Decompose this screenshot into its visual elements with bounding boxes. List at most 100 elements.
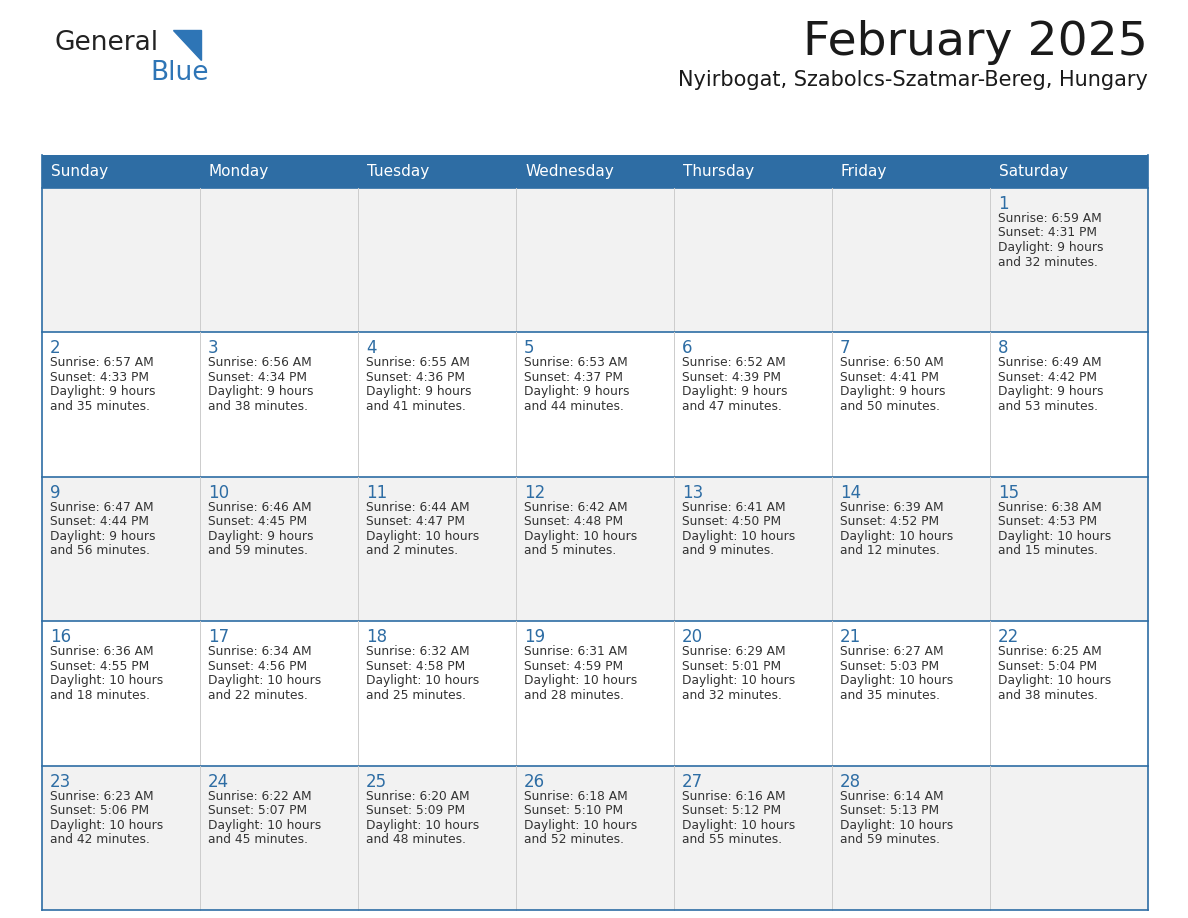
Text: Sunrise: 6:50 AM: Sunrise: 6:50 AM bbox=[840, 356, 943, 369]
Text: 17: 17 bbox=[208, 628, 229, 646]
Text: and 42 minutes.: and 42 minutes. bbox=[50, 834, 150, 846]
Text: Sunrise: 6:32 AM: Sunrise: 6:32 AM bbox=[366, 645, 469, 658]
Text: Sunset: 4:41 PM: Sunset: 4:41 PM bbox=[840, 371, 939, 384]
Text: and 38 minutes.: and 38 minutes. bbox=[998, 688, 1098, 701]
Text: Sunset: 4:33 PM: Sunset: 4:33 PM bbox=[50, 371, 148, 384]
Text: Sunrise: 6:29 AM: Sunrise: 6:29 AM bbox=[682, 645, 785, 658]
Text: Daylight: 10 hours: Daylight: 10 hours bbox=[682, 674, 795, 688]
Text: 18: 18 bbox=[366, 628, 387, 646]
Text: Sunset: 5:01 PM: Sunset: 5:01 PM bbox=[682, 660, 782, 673]
Polygon shape bbox=[173, 30, 201, 60]
Text: Sunset: 5:12 PM: Sunset: 5:12 PM bbox=[682, 804, 782, 817]
Bar bbox=[42, 155, 1148, 188]
Text: 10: 10 bbox=[208, 484, 229, 502]
Text: Sunset: 4:31 PM: Sunset: 4:31 PM bbox=[998, 227, 1097, 240]
Text: and 15 minutes.: and 15 minutes. bbox=[998, 544, 1098, 557]
Text: Tuesday: Tuesday bbox=[367, 164, 429, 179]
Text: Sunrise: 6:25 AM: Sunrise: 6:25 AM bbox=[998, 645, 1101, 658]
Text: and 5 minutes.: and 5 minutes. bbox=[524, 544, 617, 557]
Text: Daylight: 10 hours: Daylight: 10 hours bbox=[524, 674, 637, 688]
Text: 11: 11 bbox=[366, 484, 387, 502]
Text: General: General bbox=[55, 30, 159, 56]
Text: Thursday: Thursday bbox=[683, 164, 754, 179]
Text: 28: 28 bbox=[840, 773, 861, 790]
Text: Sunset: 5:10 PM: Sunset: 5:10 PM bbox=[524, 804, 624, 817]
Text: and 53 minutes.: and 53 minutes. bbox=[998, 400, 1098, 413]
Text: 8: 8 bbox=[998, 340, 1009, 357]
Text: 27: 27 bbox=[682, 773, 703, 790]
Text: Sunrise: 6:52 AM: Sunrise: 6:52 AM bbox=[682, 356, 785, 369]
Text: Daylight: 9 hours: Daylight: 9 hours bbox=[50, 386, 156, 398]
Text: Sunset: 5:06 PM: Sunset: 5:06 PM bbox=[50, 804, 150, 817]
Bar bbox=[674, 155, 832, 188]
Text: Sunset: 5:13 PM: Sunset: 5:13 PM bbox=[840, 804, 940, 817]
Text: 23: 23 bbox=[50, 773, 71, 790]
Text: Daylight: 9 hours: Daylight: 9 hours bbox=[524, 386, 630, 398]
Text: Monday: Monday bbox=[209, 164, 270, 179]
Text: Sunset: 5:03 PM: Sunset: 5:03 PM bbox=[840, 660, 940, 673]
Text: Sunset: 4:52 PM: Sunset: 4:52 PM bbox=[840, 515, 940, 528]
Text: and 55 minutes.: and 55 minutes. bbox=[682, 834, 782, 846]
Text: Daylight: 10 hours: Daylight: 10 hours bbox=[840, 674, 953, 688]
Bar bbox=[832, 155, 990, 188]
Text: Daylight: 9 hours: Daylight: 9 hours bbox=[682, 386, 788, 398]
Text: Daylight: 10 hours: Daylight: 10 hours bbox=[208, 819, 321, 832]
Text: and 28 minutes.: and 28 minutes. bbox=[524, 688, 624, 701]
Text: Daylight: 10 hours: Daylight: 10 hours bbox=[50, 674, 163, 688]
Text: and 38 minutes.: and 38 minutes. bbox=[208, 400, 308, 413]
Text: and 18 minutes.: and 18 minutes. bbox=[50, 688, 150, 701]
Text: Sunset: 4:53 PM: Sunset: 4:53 PM bbox=[998, 515, 1098, 528]
Text: 20: 20 bbox=[682, 628, 703, 646]
Text: Sunrise: 6:16 AM: Sunrise: 6:16 AM bbox=[682, 789, 785, 802]
Bar bbox=[42, 621, 1148, 766]
Text: Sunrise: 6:39 AM: Sunrise: 6:39 AM bbox=[840, 501, 943, 514]
Text: and 45 minutes.: and 45 minutes. bbox=[208, 834, 308, 846]
Text: and 32 minutes.: and 32 minutes. bbox=[998, 255, 1098, 268]
Text: Sunrise: 6:47 AM: Sunrise: 6:47 AM bbox=[50, 501, 153, 514]
Bar bbox=[358, 155, 516, 188]
Text: 21: 21 bbox=[840, 628, 861, 646]
Bar bbox=[516, 155, 674, 188]
Text: Sunset: 4:59 PM: Sunset: 4:59 PM bbox=[524, 660, 624, 673]
Text: Sunrise: 6:22 AM: Sunrise: 6:22 AM bbox=[208, 789, 311, 802]
Text: Sunset: 4:44 PM: Sunset: 4:44 PM bbox=[50, 515, 148, 528]
Text: and 50 minutes.: and 50 minutes. bbox=[840, 400, 940, 413]
Text: 16: 16 bbox=[50, 628, 71, 646]
Text: Daylight: 10 hours: Daylight: 10 hours bbox=[682, 819, 795, 832]
Text: Sunrise: 6:49 AM: Sunrise: 6:49 AM bbox=[998, 356, 1101, 369]
Text: Daylight: 9 hours: Daylight: 9 hours bbox=[998, 241, 1104, 254]
Text: Sunrise: 6:55 AM: Sunrise: 6:55 AM bbox=[366, 356, 470, 369]
Text: Sunrise: 6:42 AM: Sunrise: 6:42 AM bbox=[524, 501, 627, 514]
Text: Sunset: 4:56 PM: Sunset: 4:56 PM bbox=[208, 660, 308, 673]
Text: 4: 4 bbox=[366, 340, 377, 357]
Bar bbox=[990, 155, 1148, 188]
Text: Sunset: 4:34 PM: Sunset: 4:34 PM bbox=[208, 371, 307, 384]
Text: Daylight: 10 hours: Daylight: 10 hours bbox=[366, 819, 479, 832]
Text: 19: 19 bbox=[524, 628, 545, 646]
Text: and 2 minutes.: and 2 minutes. bbox=[366, 544, 459, 557]
Text: and 44 minutes.: and 44 minutes. bbox=[524, 400, 624, 413]
Text: Sunrise: 6:20 AM: Sunrise: 6:20 AM bbox=[366, 789, 469, 802]
Text: Sunrise: 6:27 AM: Sunrise: 6:27 AM bbox=[840, 645, 943, 658]
Text: Sunset: 4:37 PM: Sunset: 4:37 PM bbox=[524, 371, 623, 384]
Text: and 12 minutes.: and 12 minutes. bbox=[840, 544, 940, 557]
Text: Saturday: Saturday bbox=[999, 164, 1068, 179]
Text: and 59 minutes.: and 59 minutes. bbox=[208, 544, 308, 557]
Text: Sunrise: 6:46 AM: Sunrise: 6:46 AM bbox=[208, 501, 311, 514]
Bar bbox=[42, 332, 1148, 476]
Text: 9: 9 bbox=[50, 484, 61, 502]
Text: Daylight: 9 hours: Daylight: 9 hours bbox=[998, 386, 1104, 398]
Text: and 47 minutes.: and 47 minutes. bbox=[682, 400, 782, 413]
Text: Sunset: 5:09 PM: Sunset: 5:09 PM bbox=[366, 804, 466, 817]
Text: Sunset: 4:39 PM: Sunset: 4:39 PM bbox=[682, 371, 781, 384]
Text: Sunrise: 6:23 AM: Sunrise: 6:23 AM bbox=[50, 789, 153, 802]
Text: Sunrise: 6:59 AM: Sunrise: 6:59 AM bbox=[998, 212, 1101, 225]
Text: and 35 minutes.: and 35 minutes. bbox=[50, 400, 150, 413]
Bar bbox=[42, 476, 1148, 621]
Text: 1: 1 bbox=[998, 195, 1009, 213]
Text: Nyirbogat, Szabolcs-Szatmar-Bereg, Hungary: Nyirbogat, Szabolcs-Szatmar-Bereg, Hunga… bbox=[678, 70, 1148, 90]
Bar bbox=[200, 155, 358, 188]
Text: Sunset: 5:04 PM: Sunset: 5:04 PM bbox=[998, 660, 1098, 673]
Text: and 32 minutes.: and 32 minutes. bbox=[682, 688, 782, 701]
Text: Sunrise: 6:14 AM: Sunrise: 6:14 AM bbox=[840, 789, 943, 802]
